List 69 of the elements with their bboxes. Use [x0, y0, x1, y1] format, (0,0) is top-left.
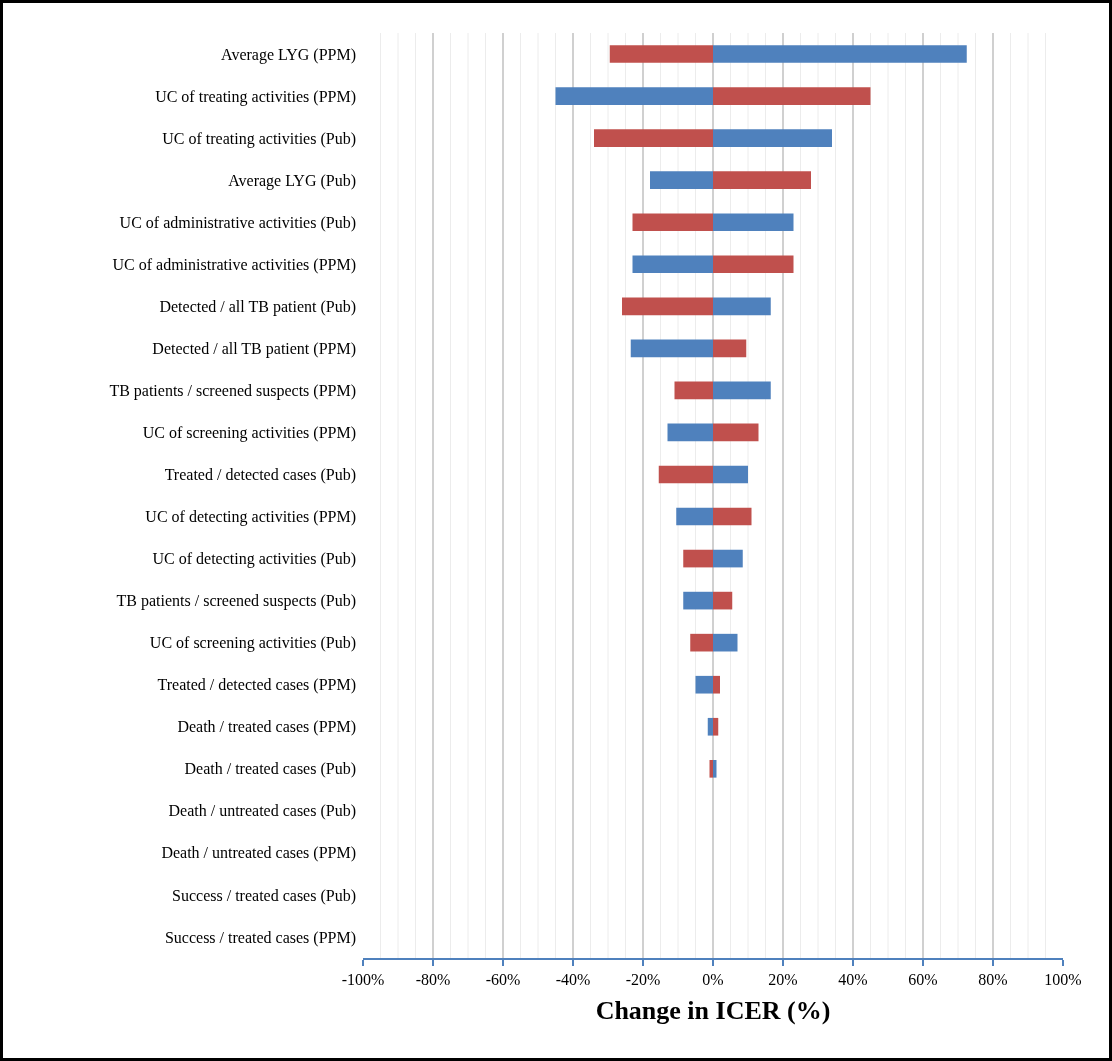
x-tick-label: -80%: [415, 971, 451, 989]
bar: [713, 171, 811, 189]
bar: [683, 591, 713, 610]
x-axis-title: Change in ICER (%): [595, 996, 831, 1026]
y-tick-label: Success / treated cases (Pub): [172, 886, 356, 905]
x-tick-label: 0%: [702, 971, 724, 989]
y-tick-label: Detected / all TB patient (Pub): [159, 297, 356, 316]
bar: [713, 633, 738, 652]
bar: [555, 87, 713, 105]
x-tick-label: -40%: [555, 971, 591, 989]
x-tick-label: -20%: [625, 971, 661, 989]
bar: [713, 129, 832, 147]
x-tick-label: 40%: [838, 971, 868, 989]
bar: [713, 87, 871, 105]
bar: [650, 171, 713, 189]
bar: [683, 549, 713, 568]
y-tick-label: Death / untreated cases (Pub): [168, 802, 356, 821]
x-tick-label: -60%: [485, 971, 521, 989]
bar: [713, 549, 743, 568]
bar: [632, 255, 713, 274]
x-tick-label: 60%: [908, 971, 938, 989]
x-tick-label: 100%: [1044, 971, 1082, 989]
y-tick-label: UC of detecting activities (PPM): [145, 508, 356, 527]
bar: [707, 717, 713, 736]
y-tick-label: TB patients / screened suspects (PPM): [109, 381, 356, 400]
bar: [594, 129, 713, 147]
y-tick-label: Death / treated cases (PPM): [177, 718, 356, 737]
bar: [713, 465, 748, 484]
bar: [713, 423, 759, 442]
y-tick-label: Death / treated cases (Pub): [184, 760, 356, 779]
bar: [622, 297, 713, 316]
y-tick-label: Treated / detected cases (Pub): [164, 466, 356, 485]
bar: [713, 675, 720, 694]
bar: [713, 255, 794, 274]
bar: [713, 507, 752, 526]
y-tick-label: UC of treating activities (Pub): [162, 129, 356, 148]
bar: [713, 45, 967, 63]
bar: [658, 465, 713, 484]
y-tick-label: Death / untreated cases (PPM): [161, 844, 356, 863]
bar: [632, 213, 713, 232]
bar: [713, 339, 747, 358]
bar: [676, 507, 713, 526]
y-tick-label: Average LYG (PPM): [221, 45, 356, 64]
y-tick-label: TB patients / screened suspects (Pub): [116, 592, 356, 611]
y-tick-label: UC of treating activities (PPM): [155, 87, 356, 106]
x-tick-label: 20%: [768, 971, 798, 989]
bar: [713, 717, 719, 736]
y-tick-label: Treated / detected cases (PPM): [157, 676, 356, 695]
bar: [713, 591, 733, 610]
bar: [713, 381, 771, 400]
y-tick-label: UC of screening activities (Pub): [149, 634, 356, 653]
bar: [690, 633, 713, 652]
y-tick-label: UC of detecting activities (Pub): [152, 550, 356, 569]
y-tick-label: UC of administrative activities (PPM): [112, 255, 356, 274]
bar: [630, 339, 713, 358]
bar: [713, 297, 771, 316]
bar: [674, 381, 713, 400]
bar: [609, 45, 713, 63]
y-tick-label: UC of screening activities (PPM): [142, 424, 356, 443]
bar: [713, 759, 717, 778]
y-tick-label: Success / treated cases (PPM): [164, 928, 356, 947]
y-tick-label: UC of administrative activities (Pub): [119, 213, 356, 232]
x-tick-label: -100%: [341, 971, 385, 989]
bar: [667, 423, 713, 442]
y-tick-label: Average LYG (Pub): [228, 171, 356, 190]
bar: [713, 213, 794, 232]
bar: [695, 675, 713, 694]
y-tick-label: Detected / all TB patient (PPM): [152, 339, 356, 358]
x-tick-label: 80%: [978, 971, 1008, 989]
